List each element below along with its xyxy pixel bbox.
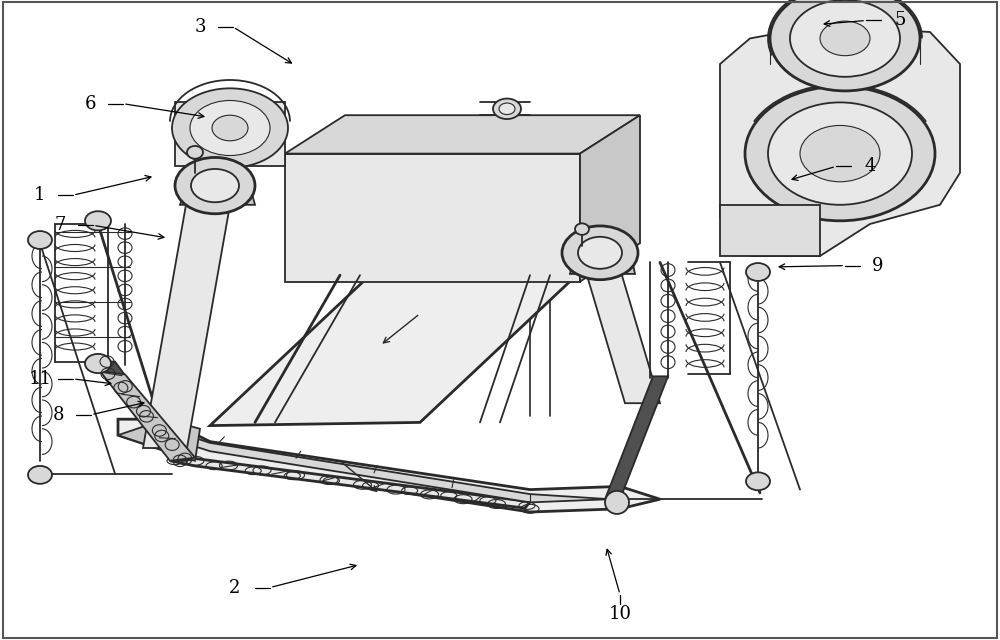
Polygon shape <box>285 115 640 154</box>
Polygon shape <box>118 419 660 512</box>
Ellipse shape <box>172 88 288 168</box>
Text: 8: 8 <box>52 406 64 424</box>
Polygon shape <box>210 272 580 426</box>
Polygon shape <box>720 205 820 256</box>
Polygon shape <box>140 422 610 502</box>
Polygon shape <box>605 376 668 499</box>
Polygon shape <box>98 362 188 461</box>
Text: 9: 9 <box>872 257 884 275</box>
Polygon shape <box>285 154 580 282</box>
Polygon shape <box>175 102 285 166</box>
Ellipse shape <box>820 21 870 56</box>
Ellipse shape <box>768 102 912 205</box>
Ellipse shape <box>746 263 770 281</box>
Ellipse shape <box>605 491 629 514</box>
Ellipse shape <box>745 86 935 221</box>
Ellipse shape <box>175 157 255 214</box>
Ellipse shape <box>746 472 770 490</box>
Text: 5: 5 <box>894 12 906 29</box>
Ellipse shape <box>575 223 589 235</box>
Ellipse shape <box>212 115 248 141</box>
Text: 2: 2 <box>229 579 241 596</box>
Polygon shape <box>180 179 255 205</box>
Ellipse shape <box>85 354 111 373</box>
Ellipse shape <box>187 146 203 159</box>
Ellipse shape <box>191 169 239 202</box>
Ellipse shape <box>770 0 920 91</box>
Polygon shape <box>118 419 200 461</box>
Ellipse shape <box>800 125 880 182</box>
Ellipse shape <box>190 100 270 156</box>
Polygon shape <box>100 371 195 461</box>
Ellipse shape <box>493 99 521 119</box>
Ellipse shape <box>499 103 515 115</box>
Text: 7: 7 <box>54 216 66 234</box>
Text: 11: 11 <box>28 370 52 388</box>
Polygon shape <box>580 115 640 282</box>
Ellipse shape <box>562 226 638 280</box>
Ellipse shape <box>85 211 111 230</box>
Ellipse shape <box>578 237 622 269</box>
Text: 3: 3 <box>194 18 206 36</box>
Text: 6: 6 <box>84 95 96 113</box>
Polygon shape <box>585 269 660 403</box>
Polygon shape <box>170 458 530 508</box>
Text: 1: 1 <box>34 186 46 204</box>
Ellipse shape <box>28 466 52 484</box>
Ellipse shape <box>28 231 52 249</box>
Polygon shape <box>143 205 230 448</box>
Text: 4: 4 <box>864 157 876 175</box>
Polygon shape <box>720 26 960 256</box>
Ellipse shape <box>790 0 900 77</box>
Polygon shape <box>570 250 635 274</box>
Text: 10: 10 <box>608 605 632 623</box>
